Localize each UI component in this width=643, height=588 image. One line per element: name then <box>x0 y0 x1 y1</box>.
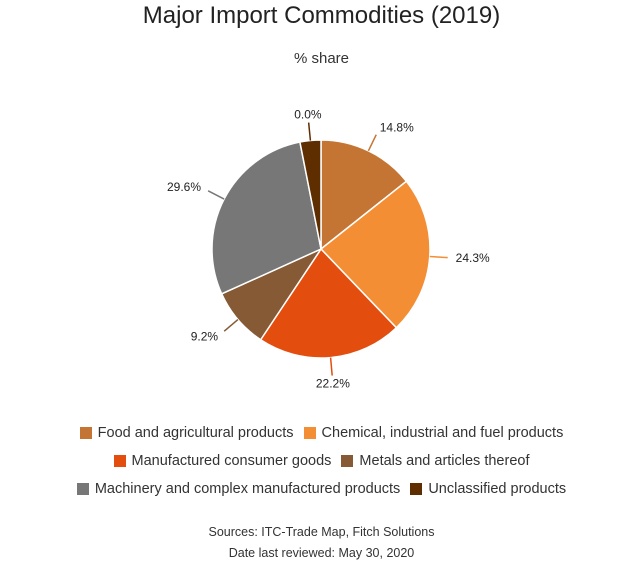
data-label: 14.8% <box>380 120 414 134</box>
leader-line <box>223 318 239 332</box>
legend-swatch <box>303 427 316 439</box>
data-label: 22.2% <box>316 376 350 390</box>
data-label: 24.3% <box>456 251 490 265</box>
legend-swatch <box>341 455 354 467</box>
leader-line <box>367 134 377 152</box>
legend-item-machinery: Machinery and complex manufactured produ… <box>76 481 401 497</box>
legend-item-chemical: Chemical, industrial and fuel products <box>303 425 564 441</box>
leader-line <box>207 190 225 200</box>
legend-item-consumer-goods: Manufactured consumer goods <box>113 453 332 469</box>
data-label: 29.6% <box>167 180 201 194</box>
chart-title: Major Import Commodities (2019) <box>142 2 501 29</box>
data-label: 9.2% <box>191 329 219 343</box>
data-label: 0.0% <box>294 108 322 122</box>
pie-slice-food-and-agricultural-products <box>320 139 408 251</box>
legend-item-unclassified: Unclassified products <box>410 481 566 497</box>
pie-slice-chemical-industrial-and-fuel-products <box>319 180 431 329</box>
chart-footer: Sources: ITC-Trade Map, Fitch Solutions … <box>0 522 643 564</box>
pie-slice-manufactured-consumer-goods <box>259 247 398 359</box>
legend-item-food: Food and agricultural products <box>79 425 294 441</box>
sources-text: Sources: ITC-Trade Map, Fitch Solutions <box>208 525 435 539</box>
legend-label: Manufactured consumer goods <box>131 453 332 469</box>
pie-chart: 14.8% 24.3% 22.2% 9.2% 29.6% 0.0% <box>167 108 490 391</box>
legend-label: Unclassified products <box>428 481 567 497</box>
legend-swatch <box>76 483 89 495</box>
leader-line <box>329 357 333 376</box>
legend-label: Food and agricultural products <box>97 425 294 441</box>
leader-line <box>307 122 312 141</box>
legend-label: Chemical, industrial and fuel products <box>321 425 564 441</box>
legend-label: Metals and articles thereof <box>359 453 530 469</box>
reviewed-date-text: Date last reviewed: May 30, 2020 <box>228 546 415 560</box>
legend-swatch <box>79 427 92 439</box>
legend-item-metals: Metals and articles thereof <box>341 453 529 469</box>
chart-legend: Food and agricultural products Chemical,… <box>0 425 643 497</box>
legend-swatch <box>410 483 423 495</box>
pie-slice-machinery-and-complex-manufactured-products <box>211 141 322 295</box>
legend-label: Machinery and complex manufactured produ… <box>94 481 401 497</box>
leader-line <box>429 255 448 259</box>
chart-subtitle: % share <box>293 50 350 67</box>
legend-swatch <box>113 455 126 467</box>
